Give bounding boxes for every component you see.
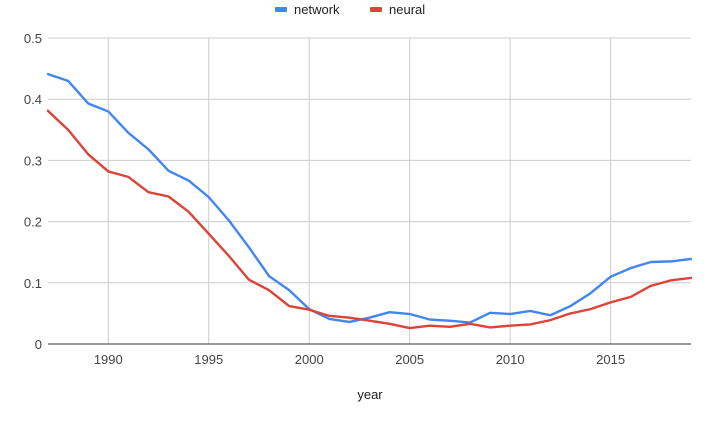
data-point-network[interactable] [447, 318, 453, 324]
data-point-neural[interactable] [125, 174, 131, 180]
data-point-network[interactable] [507, 311, 513, 317]
data-point-network[interactable] [85, 100, 91, 106]
data-point-network[interactable] [487, 310, 493, 316]
data-point-neural[interactable] [507, 323, 513, 329]
data-point-network[interactable] [266, 273, 272, 279]
data-point-neural[interactable] [105, 168, 111, 174]
y-tick-label: 0.2 [24, 215, 42, 230]
data-point-network[interactable] [648, 259, 654, 265]
data-point-network[interactable] [688, 256, 694, 262]
data-point-neural[interactable] [367, 318, 373, 324]
data-point-neural[interactable] [326, 313, 332, 319]
data-point-neural[interactable] [45, 108, 51, 114]
y-tick-label: 0.4 [24, 92, 42, 107]
data-point-network[interactable] [286, 287, 292, 293]
data-point-network[interactable] [65, 78, 71, 84]
data-point-neural[interactable] [145, 189, 151, 195]
y-tick-label: 0.1 [24, 276, 42, 291]
x-tick-label: 1990 [94, 352, 123, 367]
data-point-network[interactable] [567, 303, 573, 309]
data-point-neural[interactable] [467, 321, 473, 327]
data-point-network[interactable] [206, 194, 212, 200]
data-point-neural[interactable] [527, 321, 533, 327]
series-line-neural [46, 109, 693, 330]
data-point-neural[interactable] [407, 325, 413, 331]
legend-swatch-neural [370, 7, 382, 12]
data-point-network[interactable] [427, 317, 433, 323]
data-point-network[interactable] [186, 178, 192, 184]
data-point-network[interactable] [45, 71, 51, 77]
data-point-network[interactable] [668, 258, 674, 264]
data-point-neural[interactable] [85, 151, 91, 157]
grid-layer [48, 37, 691, 344]
data-point-network[interactable] [226, 217, 232, 223]
x-tick-label: 2015 [596, 352, 625, 367]
x-tick-label: 1995 [194, 352, 223, 367]
data-point-network[interactable] [387, 309, 393, 315]
data-point-neural[interactable] [206, 231, 212, 237]
y-tick-label: 0.5 [24, 31, 42, 46]
data-point-network[interactable] [166, 168, 172, 174]
data-point-network[interactable] [246, 244, 252, 250]
y-tick-label: 0 [35, 337, 42, 352]
data-point-neural[interactable] [387, 321, 393, 327]
data-point-neural[interactable] [487, 324, 493, 330]
data-point-neural[interactable] [547, 317, 553, 323]
data-point-network[interactable] [588, 290, 594, 296]
data-point-network[interactable] [527, 308, 533, 314]
data-point-neural[interactable] [306, 307, 312, 313]
data-point-network[interactable] [105, 108, 111, 114]
legend-label-network: network [294, 2, 340, 17]
data-point-neural[interactable] [447, 324, 453, 330]
data-point-neural[interactable] [226, 253, 232, 259]
x-tick-label: 2005 [395, 352, 424, 367]
data-point-network[interactable] [407, 311, 413, 317]
data-point-neural[interactable] [588, 306, 594, 312]
legend[interactable]: network neural [275, 2, 425, 17]
data-point-neural[interactable] [427, 323, 433, 329]
x-axis-title: year [357, 387, 383, 402]
data-point-neural[interactable] [628, 294, 634, 300]
legend-label-neural: neural [389, 2, 425, 17]
data-point-neural[interactable] [65, 127, 71, 133]
data-point-neural[interactable] [186, 209, 192, 215]
data-point-neural[interactable] [286, 303, 292, 309]
x-tick-label: 2010 [496, 352, 525, 367]
data-point-neural[interactable] [166, 194, 172, 200]
data-point-neural[interactable] [567, 310, 573, 316]
series-layer [45, 71, 694, 331]
data-point-neural[interactable] [266, 287, 272, 293]
data-point-network[interactable] [145, 146, 151, 152]
data-point-neural[interactable] [668, 277, 674, 283]
data-point-network[interactable] [608, 274, 614, 280]
axis-layer: 0 0.1 0.2 0.3 0.4 0.5 1990 1995 2000 2005 2010 2015 [24, 31, 691, 367]
data-point-neural[interactable] [648, 283, 654, 289]
data-point-neural[interactable] [688, 275, 694, 281]
series-line-network [46, 72, 693, 324]
y-tick-label: 0.3 [24, 153, 42, 168]
data-point-network[interactable] [125, 130, 131, 136]
data-point-neural[interactable] [346, 315, 352, 321]
data-point-network[interactable] [628, 265, 634, 271]
x-tick-label: 2000 [295, 352, 324, 367]
data-point-neural[interactable] [608, 299, 614, 305]
data-point-neural[interactable] [246, 277, 252, 283]
legend-swatch-network [275, 7, 287, 12]
